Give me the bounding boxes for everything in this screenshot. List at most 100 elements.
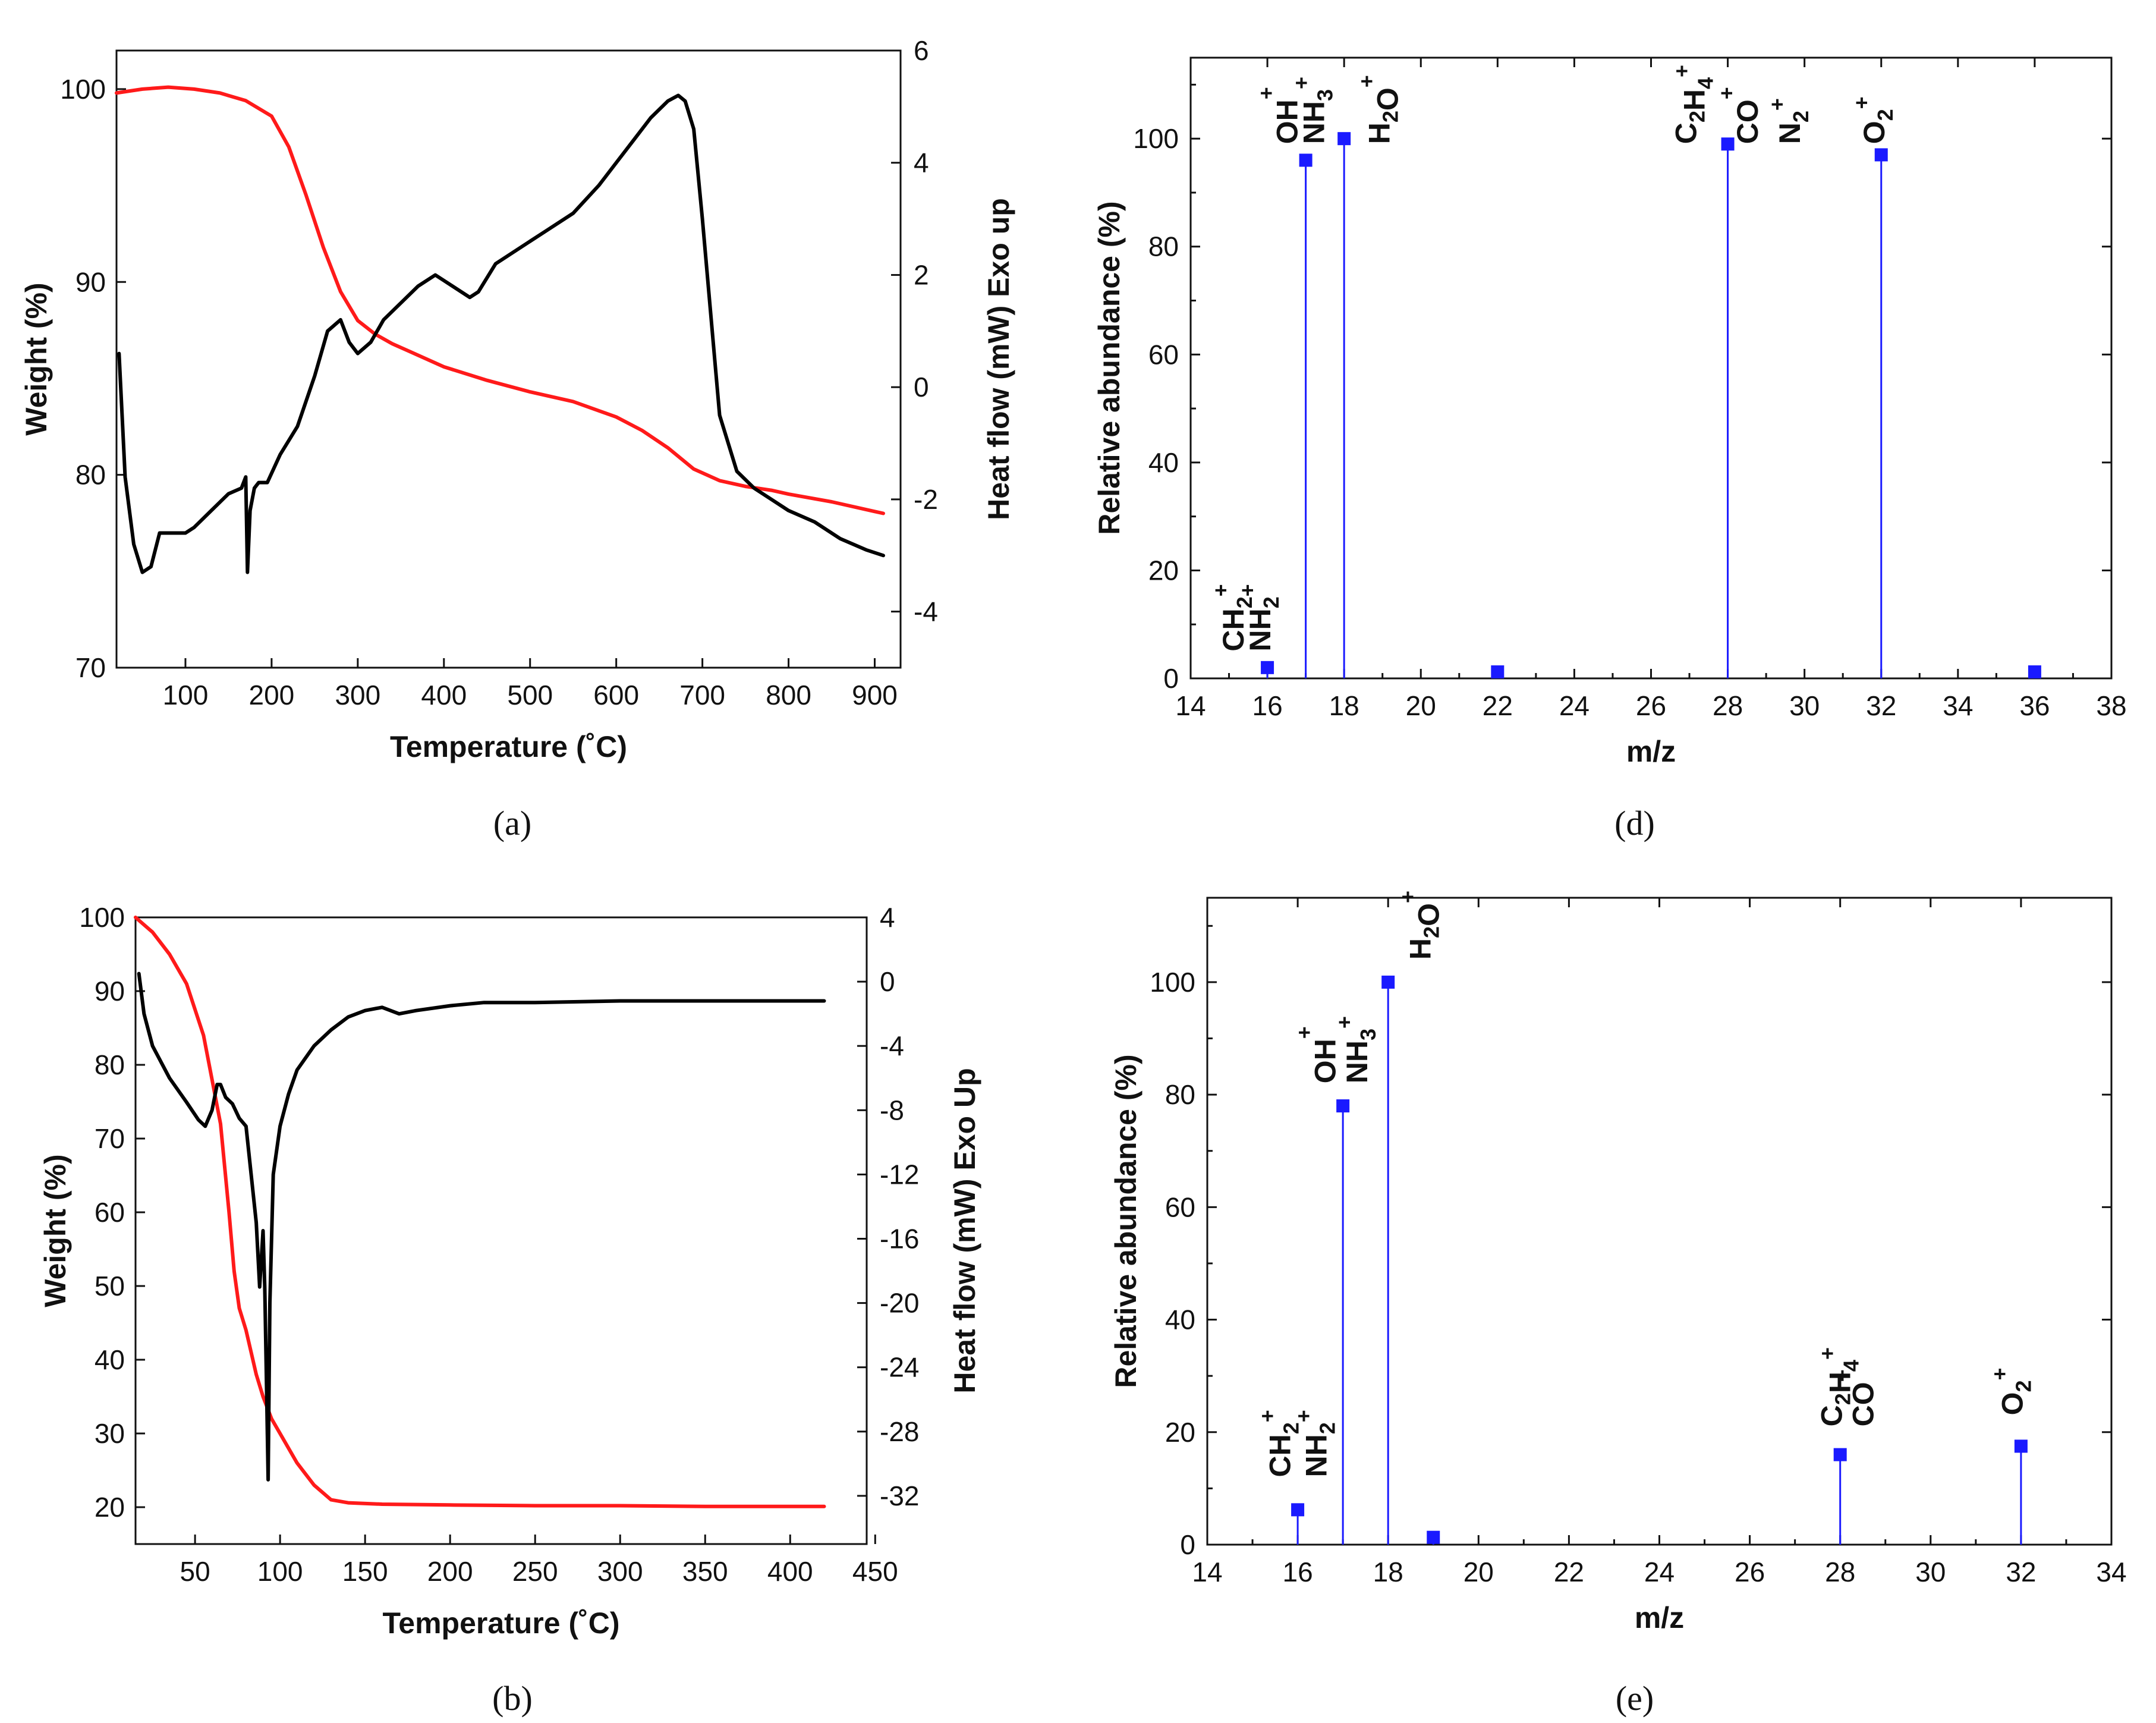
x-tick-label: 450 [852, 1556, 898, 1587]
y-tick-label: 0 [1180, 1529, 1195, 1560]
ion-label: NH2+ [1235, 584, 1283, 651]
y-tick-label: 30 [95, 1418, 125, 1449]
x-tick-label: 28 [1713, 690, 1743, 721]
plot-frame [134, 916, 868, 1545]
y-tick-label: 90 [75, 266, 106, 297]
caption-a: (a) [493, 804, 531, 842]
y-tick-label: 0 [1163, 663, 1179, 694]
weight-line [134, 916, 826, 1508]
ion-label: OH+ [1292, 1026, 1342, 1083]
y-tick-label: 20 [1148, 555, 1179, 586]
stem-marker [1381, 975, 1395, 989]
x-tick-label: 250 [512, 1556, 558, 1587]
y2-tick-label: -4 [914, 596, 938, 627]
x-tick-label: 14 [1192, 1557, 1222, 1587]
heat-flow-line [117, 93, 885, 574]
y2-tick-label: 0 [880, 966, 895, 997]
y-tick-label: 70 [95, 1123, 125, 1154]
stem-marker [1491, 665, 1505, 679]
x-tick-label: 22 [1483, 690, 1513, 721]
ion-label: C2H4+ [1670, 65, 1718, 144]
stem-marker [1427, 1530, 1440, 1544]
x-axis-title: m/z [1626, 735, 1676, 768]
weight-line [115, 85, 885, 515]
y-tick-label: 50 [95, 1271, 125, 1301]
stem-marker [1291, 1503, 1305, 1517]
x-tick-label: 30 [1789, 690, 1820, 721]
x-tick-label: 150 [342, 1556, 388, 1587]
y2-tick-label: 6 [914, 35, 929, 66]
y-tick-label: 20 [1165, 1417, 1195, 1448]
y2-tick-label: 4 [914, 147, 929, 178]
plot-frame [1189, 56, 2113, 680]
y-axis-title: Relative abundance (%) [1109, 1054, 1142, 1388]
x-tick-label: 38 [2096, 690, 2126, 721]
ion-label: H2O+ [1395, 891, 1445, 960]
x-tick-label: 18 [1373, 1557, 1403, 1587]
ion-label: CO+ [1714, 87, 1764, 144]
x-axis-title: m/z [1635, 1601, 1684, 1634]
stem-marker [1721, 137, 1735, 151]
x-tick-label: 600 [593, 680, 639, 710]
x-tick-label: 350 [682, 1556, 728, 1587]
x-tick-label: 100 [163, 680, 209, 710]
y2-tick-label: -28 [880, 1416, 919, 1447]
y2-axis-title: Heat flow (mW) Exo up [982, 198, 1015, 520]
y-tick-label: 80 [1148, 231, 1179, 262]
x-tick-label: 24 [1644, 1557, 1675, 1587]
stem-marker [1336, 1099, 1350, 1113]
ion-label: CH2+ [1255, 1410, 1304, 1477]
y-tick-label: 60 [1148, 339, 1179, 370]
y2-tick-label: -24 [880, 1352, 919, 1383]
ion-label: OH+ [1254, 87, 1304, 144]
y-tick-label: 100 [1133, 123, 1179, 154]
x-tick-label: 900 [852, 680, 898, 710]
stem-marker [1833, 1448, 1847, 1461]
panel-b-tga-dsc: 50 100 150 200 250 300 350 400 45020304050607080… [39, 902, 981, 1640]
x-tick-label: 22 [1554, 1557, 1584, 1587]
y-tick-label: 20 [95, 1492, 125, 1523]
ion-label: C2H4+ [1815, 1347, 1863, 1426]
y-axis-title: Relative abundance (%) [1093, 201, 1126, 534]
ion-label: CH2+ [1208, 584, 1257, 651]
x-tick-label: 16 [1283, 1557, 1313, 1587]
stem-marker [2014, 1439, 2028, 1453]
x-tick-label: 20 [1463, 1557, 1494, 1587]
x-tick-label: 16 [1252, 690, 1282, 721]
plot-frame [115, 49, 902, 669]
x-tick-label: 300 [597, 1556, 643, 1587]
panel-e-mass-spectrum: 14 16 18 20 22 24 26 28 30 32 34 0 20 40 60 80 100 m/z Rel… [1109, 891, 2127, 1634]
y-tick-label: 40 [1148, 447, 1179, 478]
y2-tick-label: -32 [880, 1480, 919, 1511]
x-tick-label: 500 [507, 680, 553, 710]
y2-tick-label: -4 [880, 1030, 904, 1061]
y2-tick-label: -2 [914, 484, 938, 515]
ion-label: NH3+ [1332, 1016, 1380, 1083]
x-tick-label: 200 [427, 1556, 473, 1587]
x-tick-label: 26 [1636, 690, 1666, 721]
y-tick-label: 80 [75, 460, 106, 491]
x-tick-label: 300 [335, 680, 380, 710]
stem-marker [1874, 148, 1888, 162]
ion-label: O2+ [1988, 1367, 2036, 1415]
ion-label: O2+ [1849, 96, 1897, 144]
x-tick-label: 200 [249, 680, 295, 710]
y2-tick-label: 0 [914, 372, 929, 403]
x-tick-label: 18 [1329, 690, 1359, 721]
x-tick-label: 700 [679, 680, 725, 710]
y2-tick-label: -16 [880, 1224, 919, 1254]
ion-label: CO+ [1830, 1369, 1880, 1426]
y2-axis-title: Heat flow (mW) Exo Up [948, 1068, 981, 1393]
y-axis-title: Weight (%) [39, 1154, 72, 1307]
y2-tick-label: -12 [880, 1159, 919, 1190]
y-tick-label: 90 [95, 976, 125, 1007]
y-tick-label: 80 [95, 1049, 125, 1080]
stem-marker [1261, 661, 1274, 674]
caption-d: (d) [1614, 804, 1655, 842]
y-tick-label: 60 [95, 1197, 125, 1228]
ion-label: H2O+ [1354, 75, 1404, 144]
ion-label: NH3+ [1289, 77, 1337, 144]
x-axis-title: Temperature (˚C) [382, 1606, 619, 1640]
x-tick-label: 14 [1175, 690, 1206, 721]
x-tick-label: 28 [1825, 1557, 1855, 1587]
